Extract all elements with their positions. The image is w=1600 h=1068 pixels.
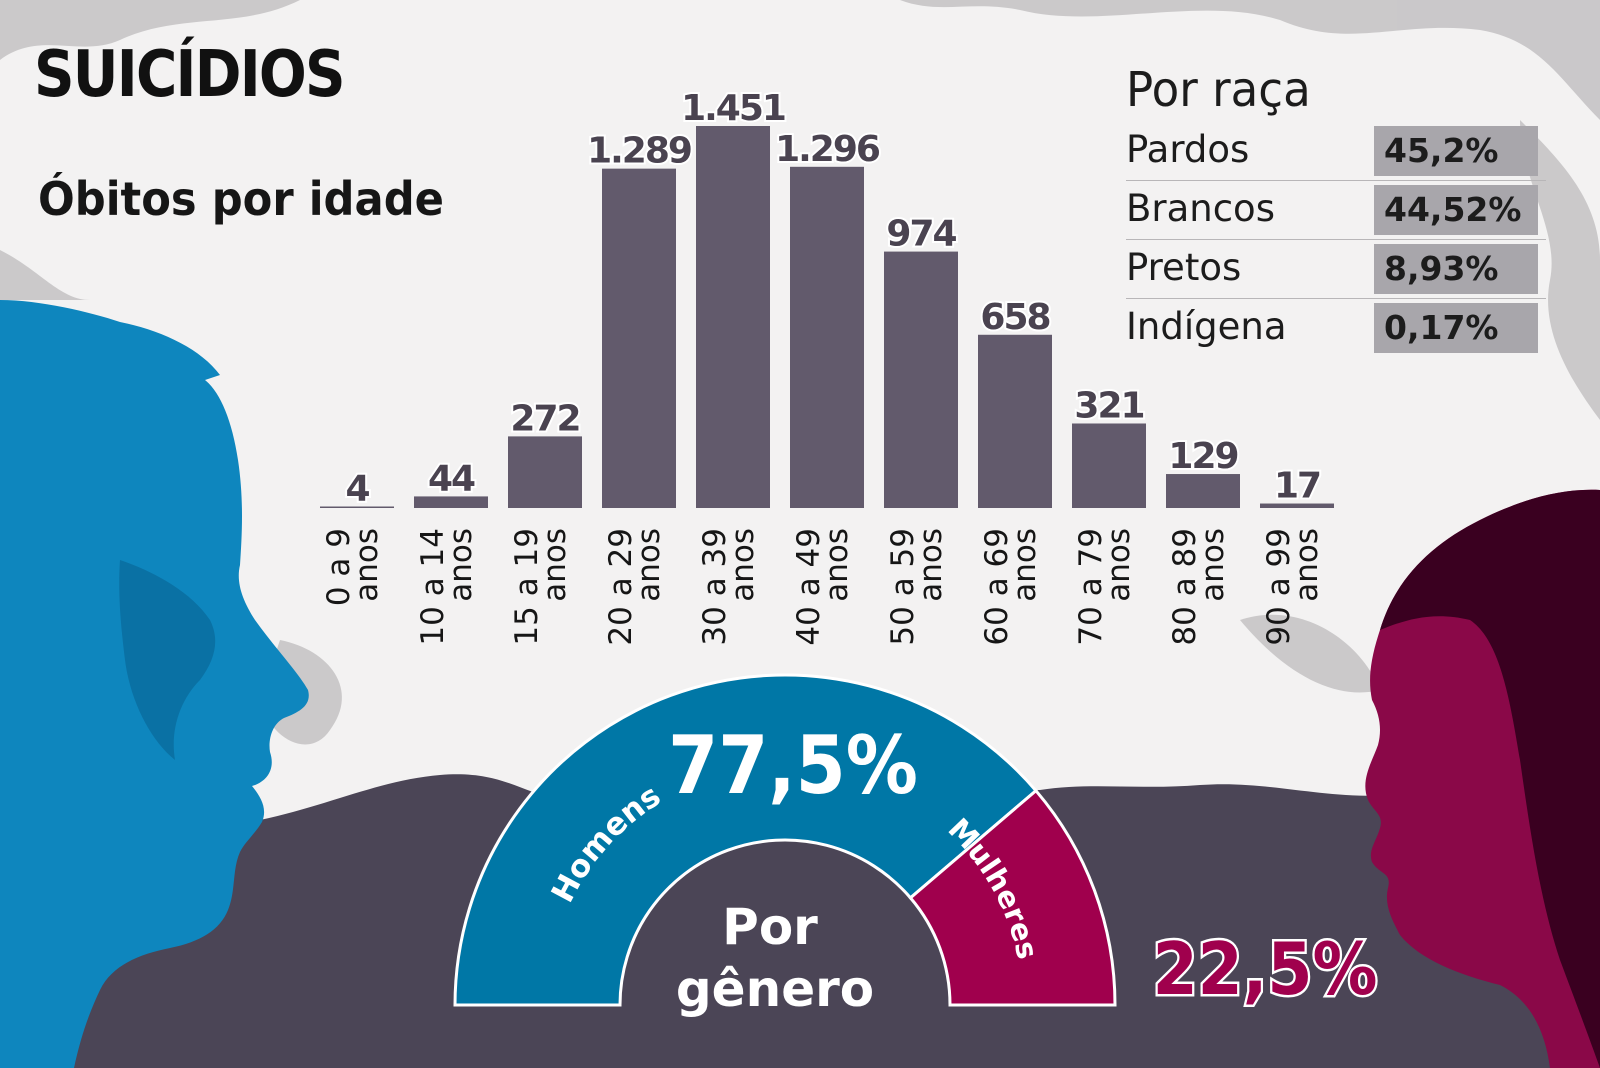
bar-value-label: 4: [345, 469, 369, 510]
age-category-label: anos: [631, 528, 667, 602]
age-category-label: anos: [819, 528, 855, 602]
dark-ground: [0, 774, 1600, 1068]
race-value: 8,93%: [1374, 244, 1538, 294]
race-row: Indígena 0,17%: [1126, 299, 1546, 357]
age-category-label: 90 a 99: [1261, 528, 1297, 646]
age-bar: [884, 251, 958, 508]
race-label: Brancos: [1126, 187, 1275, 230]
age-bar: [1260, 503, 1334, 508]
age-category-label: anos: [537, 528, 573, 602]
age-category-label: 60 a 69: [979, 528, 1015, 646]
chart-subtitle: Óbitos por idade: [38, 172, 444, 226]
age-category-label: anos: [725, 528, 761, 602]
bar-value-label: 1.289: [587, 131, 691, 172]
bar-value-label: 129: [1168, 436, 1237, 477]
page-title: SUICÍDIOS: [34, 38, 346, 112]
race-value: 0,17%: [1374, 303, 1538, 353]
age-bar: [696, 126, 770, 508]
age-category-label: anos: [913, 528, 949, 602]
age-category-label: 20 a 29: [603, 528, 639, 646]
age-category-label: anos: [443, 528, 479, 602]
age-category-label: anos: [1007, 528, 1043, 602]
women-percentage: 22,5%: [1153, 928, 1378, 1012]
bar-value-label: 1.296: [775, 129, 880, 170]
gender-half-donut: Homens Mulheres 77,5% Por gênero 22,5%: [453, 673, 1380, 1018]
bar-value-label: 321: [1074, 385, 1143, 426]
age-bar: [1072, 423, 1146, 508]
age-category-label: 50 a 59: [885, 528, 921, 646]
race-label: Indígena: [1126, 305, 1287, 348]
age-category-label: 15 a 19: [509, 528, 545, 646]
race-label: Pardos: [1126, 128, 1250, 171]
age-bar: [1166, 474, 1240, 508]
age-bar: [790, 166, 864, 508]
women-arc-segment: [908, 788, 1117, 1007]
bar-value-label: 44: [428, 458, 475, 499]
age-bar: [602, 168, 676, 508]
race-table: Por raça Pardos 45,2% Brancos 44,52% Pre…: [1126, 62, 1546, 357]
age-bar: [414, 496, 488, 508]
age-category-label: 0 a 9: [321, 528, 357, 606]
age-category-label: 70 a 79: [1073, 528, 1109, 646]
race-table-title: Por raça: [1126, 62, 1311, 118]
race-label: Pretos: [1126, 246, 1242, 289]
men-percentage: 77,5%: [668, 718, 918, 812]
age-category-label: anos: [349, 528, 385, 602]
woman-hair: [1380, 489, 1600, 1068]
gender-center-line2: gênero: [676, 960, 874, 1018]
age-bar: [508, 436, 582, 508]
race-value: 45,2%: [1374, 126, 1538, 176]
age-bar: [320, 506, 394, 508]
men-arc-segment: [453, 673, 1039, 1007]
race-value: 44,52%: [1374, 185, 1538, 235]
age-category-label: anos: [1101, 528, 1137, 602]
man-face-shadow: [119, 560, 216, 760]
race-row: Brancos 44,52%: [1126, 181, 1546, 240]
age-category-label: anos: [1195, 528, 1231, 602]
age-category-label: 40 a 49: [791, 528, 827, 646]
race-row: Pretos 8,93%: [1126, 240, 1546, 299]
bar-value-label: 272: [510, 398, 579, 439]
age-category-label: 80 a 89: [1167, 528, 1203, 646]
age-category-label: 10 a 14: [415, 528, 451, 646]
gender-center-line1: Por: [722, 898, 818, 956]
age-bar: [978, 334, 1052, 508]
bar-value-label: 974: [886, 214, 956, 255]
bar-value-label: 1.451: [681, 88, 785, 129]
race-row: Pardos 45,2%: [1126, 122, 1546, 181]
age-category-label: 30 a 39: [697, 528, 733, 646]
age-category-label: anos: [1289, 528, 1325, 602]
bar-value-label: 17: [1274, 466, 1320, 507]
bar-value-label: 658: [980, 297, 1049, 338]
